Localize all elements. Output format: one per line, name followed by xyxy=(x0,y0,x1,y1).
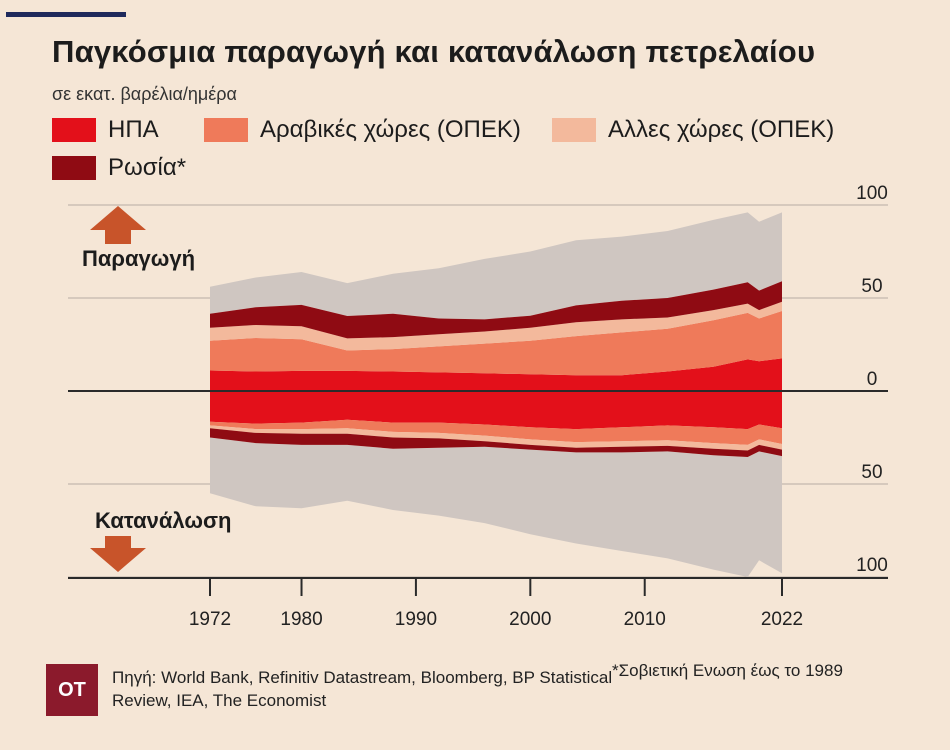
legend-item-arab-opec: Αραβικές χώρες (ΟΠΕΚ) xyxy=(204,116,521,144)
down-arrow-icon xyxy=(90,536,146,572)
production-label: Παραγωγή xyxy=(82,246,195,271)
legend-swatch-usa xyxy=(52,118,96,142)
legend-swatch-arab-opec xyxy=(204,118,248,142)
legend-swatch-other-opec xyxy=(552,118,596,142)
production-area-arab-opec xyxy=(210,311,782,376)
x-tick-label-2: 1990 xyxy=(395,609,437,630)
production-world-area xyxy=(210,212,782,320)
legend-item-other-opec: Αλλες χώρες (ΟΠΕΚ) xyxy=(552,116,834,144)
x-tick-label-0: 1972 xyxy=(189,609,231,630)
legend-label-arab-opec: Αραβικές χώρες (ΟΠΕΚ) xyxy=(260,116,521,143)
consumption-label: Κατανάλωση xyxy=(95,508,231,533)
x-tick-label-5: 2022 xyxy=(761,609,803,630)
production-area-usa xyxy=(210,358,782,391)
up-arrow-icon xyxy=(90,206,146,244)
consumption-area-arab-opec xyxy=(210,419,782,445)
consumption-area-usa xyxy=(210,391,782,430)
production-area-russia xyxy=(210,281,782,339)
y-tick-label-2: 0 xyxy=(867,369,878,390)
legend-item-russia: Ρωσία* xyxy=(52,154,186,182)
legend-label-usa: ΗΠΑ xyxy=(108,116,159,143)
consumption-area-russia xyxy=(210,428,782,457)
x-tick-label-1: 1980 xyxy=(280,609,322,630)
x-tick-label-3: 2000 xyxy=(509,609,551,630)
y-tick-label-1: 50 xyxy=(861,276,882,297)
ot-logo: ΟΤ xyxy=(46,664,98,716)
y-tick-label-4: 100 xyxy=(856,555,888,576)
legend-label-russia: Ρωσία* xyxy=(108,154,187,181)
y-tick-label-0: 100 xyxy=(856,183,888,204)
production-area-other-opec xyxy=(210,301,782,351)
footnote: *Σοβιετική Ενωση έως το 1989 xyxy=(612,661,843,680)
source-note: Πηγή: World Bank, Refinitiv Datastream, … xyxy=(112,668,613,710)
y-tick-label-3: 50 xyxy=(861,462,882,483)
consumption-world-area xyxy=(210,437,782,577)
legend-item-usa: ΗΠΑ xyxy=(52,116,159,144)
legend-label-other-opec: Αλλες χώρες (ΟΠΕΚ) xyxy=(608,116,835,143)
chart-title: Παγκόσμια παραγωγή και κατανάλωση πετρελ… xyxy=(52,34,816,69)
consumption-area-other-opec xyxy=(210,425,782,451)
x-tick-label-4: 2010 xyxy=(624,609,666,630)
top-accent-bar xyxy=(6,12,126,17)
chart-subtitle: σε εκατ. βαρέλια/ημέρα xyxy=(52,84,237,104)
legend-swatch-russia xyxy=(52,156,96,180)
